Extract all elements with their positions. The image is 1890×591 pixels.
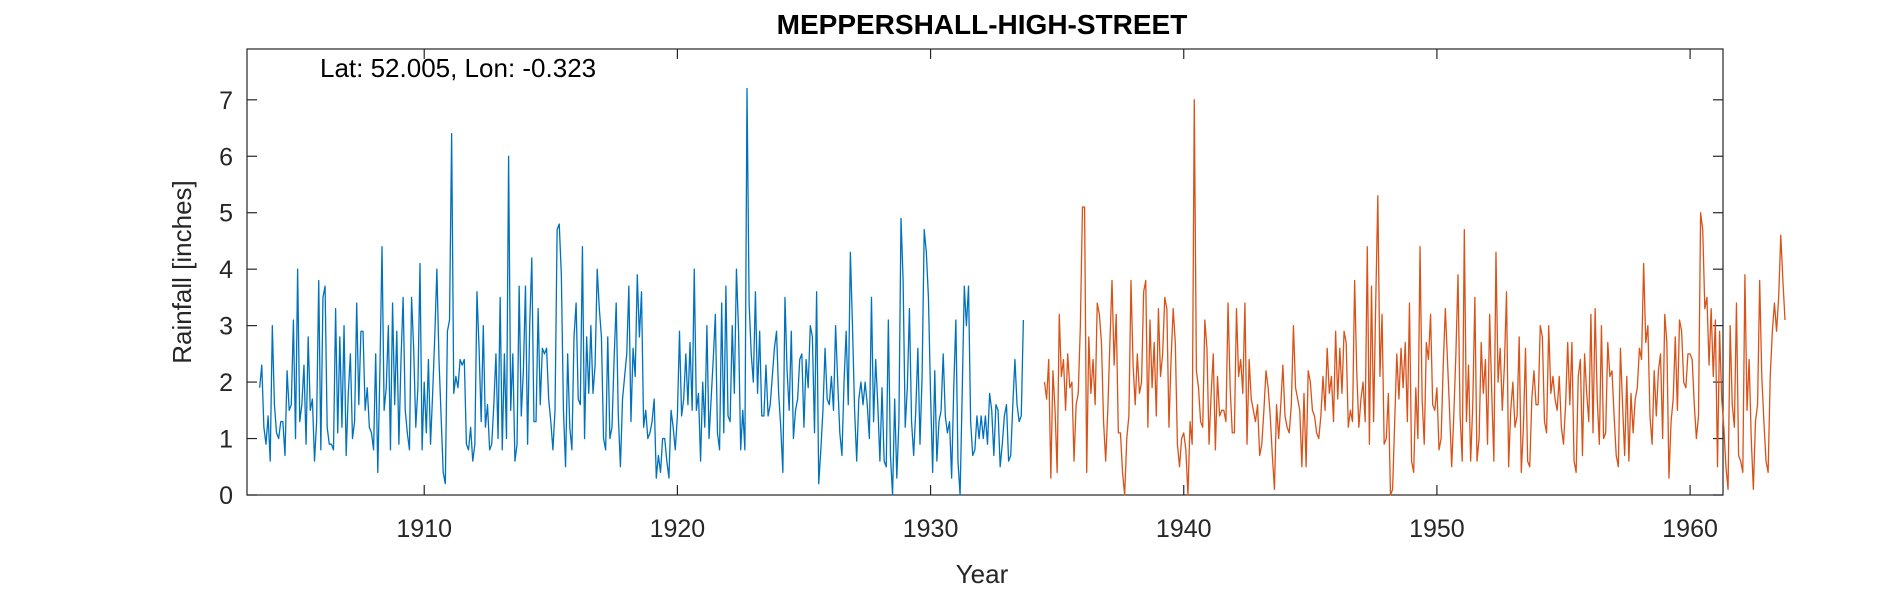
chart-title: MEPPERSHALL-HIGH-STREET [777, 9, 1188, 40]
series-line-2 [1043, 99, 1786, 496]
location-annotation: Lat: 52.005, Lon: -0.323 [320, 53, 596, 83]
y-tick-label: 6 [219, 143, 233, 171]
y-tick-label: 4 [219, 256, 233, 284]
y-tick-label: 7 [219, 87, 233, 115]
x-tick-label: 1930 [903, 515, 959, 543]
x-tick-label: 1910 [396, 515, 452, 543]
x-axis: 1910 1920 1930 1940 1950 1960 [396, 49, 1718, 543]
x-axis-label: Year [956, 559, 1009, 589]
y-tick-label: 3 [219, 313, 233, 341]
x-tick-label: 1920 [650, 515, 706, 543]
series-layer [259, 87, 1786, 496]
y-tick-label: 1 [219, 426, 233, 454]
plot-area [246, 48, 1724, 496]
x-tick-label: 1940 [1156, 515, 1212, 543]
x-tick-label: 1950 [1409, 515, 1465, 543]
y-tick-label: 2 [219, 369, 233, 397]
y-tick-label: 5 [219, 200, 233, 228]
series-line-1 [259, 87, 1025, 496]
y-axis-label: Rainfall [inches] [167, 180, 197, 364]
y-axis: 0 1 2 3 4 5 6 7 [219, 87, 1723, 510]
x-tick-label: 1960 [1662, 515, 1718, 543]
y-tick-label: 0 [219, 482, 233, 510]
